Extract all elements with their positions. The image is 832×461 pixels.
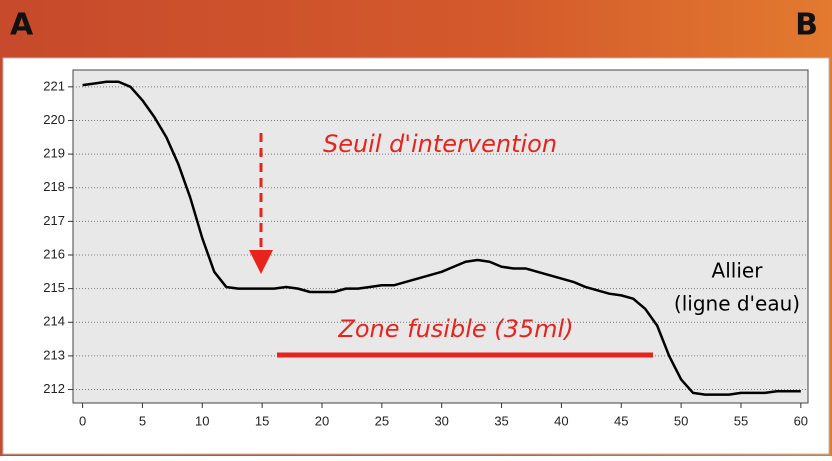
x-tick-label: 45 [614,413,628,428]
x-tick-label: 40 [554,413,568,428]
y-tick-label: 217 [43,213,65,228]
x-tick-label: 10 [195,413,209,428]
annotation: (ligne d'eau) [674,292,800,316]
annotation: Zone fusible (35ml) [337,315,573,343]
y-tick-label: 220 [43,112,65,127]
x-tick-label: 15 [255,413,269,428]
x-tick-label: 25 [375,413,389,428]
x-tick-label: 0 [79,413,86,428]
y-tick-label: 213 [43,347,65,362]
y-tick-label: 216 [43,246,65,261]
data-line [82,80,801,396]
y-tick-label: 218 [43,179,65,194]
x-tick-label: 35 [494,413,508,428]
annotation: Allier [712,259,764,283]
annotation: Seuil d'intervention [323,130,557,158]
corner-label: A [10,8,34,43]
x-tick-label: 55 [734,413,748,428]
x-tick-label: 20 [315,413,329,428]
y-tick-label: 221 [43,78,65,93]
x-tick-label: 5 [139,413,146,428]
x-tick-label: 60 [794,413,808,428]
x-tick-label: 30 [434,413,448,428]
plot-area [72,69,809,404]
y-tick-label: 219 [43,146,65,161]
x-tick-label: 50 [674,413,688,428]
y-tick-label: 212 [43,381,65,396]
y-tick-label: 214 [43,314,65,329]
arrow-head [249,250,273,274]
corner-label: B [795,8,818,43]
y-tick-label: 215 [43,280,65,295]
